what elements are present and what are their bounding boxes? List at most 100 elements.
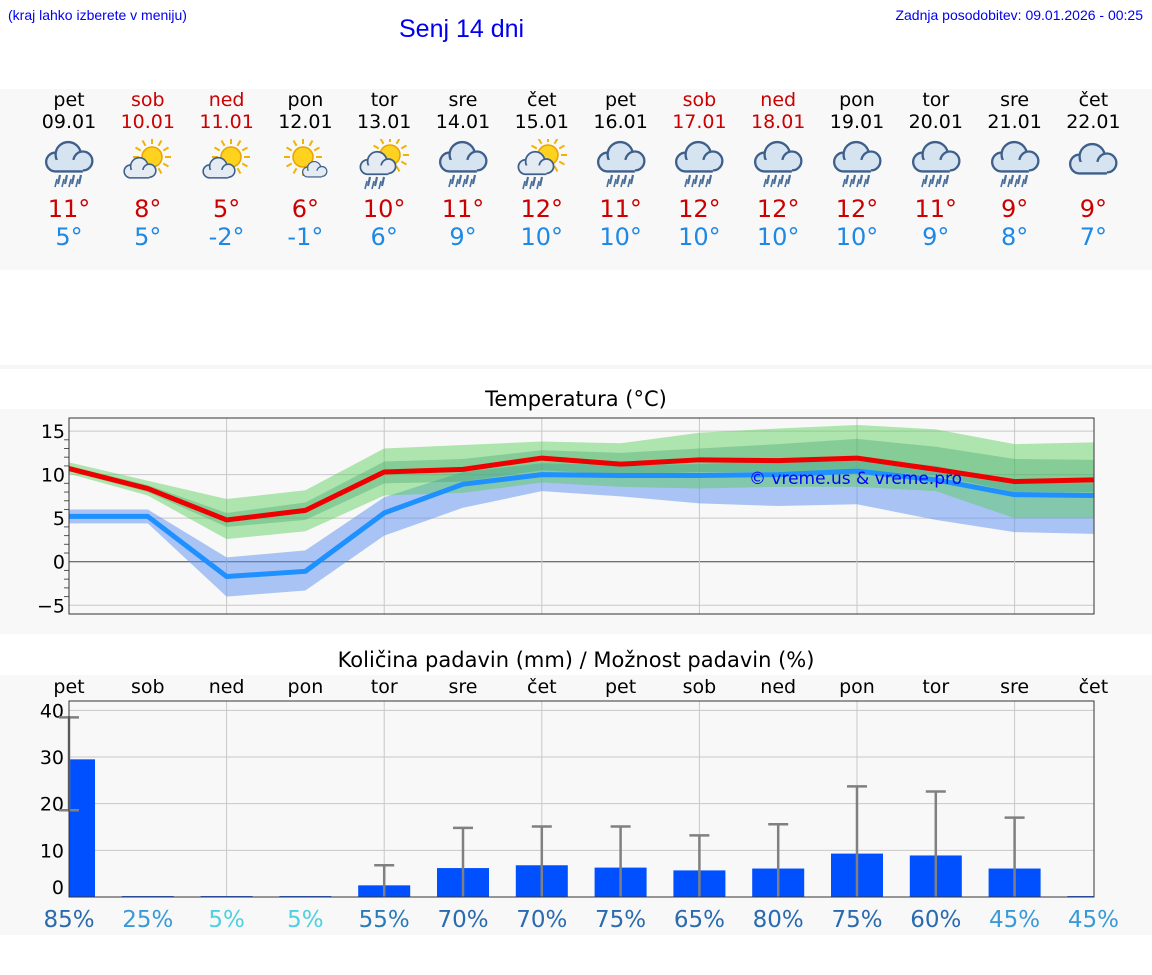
last-updated: Zadnja posodobitev: 09.01.2026 - 00:25	[895, 7, 1143, 23]
x-category-label: sre	[1000, 676, 1029, 698]
precip-probability: 75%	[831, 907, 882, 933]
min-temperature: -2°	[208, 223, 245, 251]
rain-drop	[1002, 174, 1007, 185]
day-name: sre	[448, 89, 478, 111]
min-temperature: 7°	[1079, 223, 1108, 251]
rain-drop	[626, 178, 631, 188]
rain-drop	[536, 180, 540, 190]
day-column: sob 17.01 12° 10°	[659, 89, 739, 251]
rain-drop	[694, 174, 699, 185]
y-tick-label: 10	[40, 840, 64, 862]
rain-drop	[687, 174, 692, 185]
sun-ray	[379, 139, 385, 145]
cloud-rain-icon	[754, 140, 803, 188]
day-date: 17.01	[672, 111, 727, 133]
sun-ray	[558, 144, 565, 150]
precip-probability: 5%	[287, 907, 324, 933]
sun-ray	[162, 146, 169, 152]
day-column: sre 14.01 11° 9°	[423, 89, 503, 251]
cloud-rain-icon	[438, 140, 488, 188]
min-temperature: 10°	[756, 223, 800, 251]
sun-ray	[157, 140, 163, 147]
day-column: sob 10.01 8° 5°	[108, 89, 188, 251]
cloud-rain-icon	[911, 140, 961, 188]
temperature-chart-title: Temperatura (°C)	[485, 387, 667, 411]
cloud-part	[922, 159, 950, 172]
day-name: sre	[1000, 89, 1030, 111]
sun-ray	[213, 146, 220, 152]
cloud-shape	[990, 140, 1040, 173]
min-temperature: 6°	[370, 223, 398, 251]
sun-ray	[236, 167, 241, 174]
max-temperature: 11°	[441, 195, 485, 223]
y-tick-label: 0	[52, 877, 64, 899]
max-temperature: 11°	[47, 195, 91, 223]
sun-ray	[141, 140, 147, 147]
precip-probability: 70%	[437, 907, 488, 933]
sun-ray	[314, 146, 321, 152]
cloud-shape	[517, 150, 555, 176]
rain-drop	[777, 178, 781, 188]
rain-drop	[930, 174, 935, 185]
max-temperature: 12°	[678, 195, 721, 223]
rain-drop	[629, 174, 634, 185]
day-date: 22.01	[1066, 111, 1121, 133]
min-temperature: 10°	[520, 223, 564, 251]
rain-drop	[921, 178, 925, 188]
rain-drop	[944, 174, 949, 185]
rain-drop	[61, 178, 65, 188]
rain-drop	[842, 178, 846, 188]
rain-drop	[937, 174, 942, 185]
day-column: sre 21.01 9° 8°	[975, 89, 1055, 251]
day-name: sob	[682, 89, 717, 111]
sun-disc	[292, 146, 315, 168]
rain-drop	[1006, 178, 1011, 188]
sun-ray	[241, 146, 248, 152]
sun-ray	[395, 165, 401, 172]
rain-drop	[849, 178, 853, 188]
rain-drop	[698, 178, 703, 188]
cloud-part	[1001, 159, 1029, 172]
max-temperature: 6°	[291, 195, 320, 223]
plot-frame	[68, 417, 1095, 615]
precip-probability: 60%	[910, 907, 961, 933]
day-column: pet 16.01 11° 10°	[581, 89, 661, 251]
divider	[0, 365, 1152, 369]
rain-drop	[615, 174, 620, 185]
rain-drop	[605, 178, 610, 188]
max-temperature: 12°	[756, 195, 800, 223]
day-date: 20.01	[908, 111, 963, 133]
y-tick-label: 30	[40, 747, 64, 769]
x-category-label: pon	[839, 676, 875, 698]
day-column: ned 11.01 5° -2°	[187, 89, 267, 251]
cloud-part	[209, 169, 228, 178]
watermark: © vreme.us & vreme.pro	[749, 469, 962, 489]
precip-probability: 55%	[359, 907, 410, 933]
rain-drop	[773, 174, 778, 185]
sun-ray	[537, 139, 543, 145]
min-temperature: 9°	[922, 223, 950, 251]
cloud-part	[1079, 161, 1108, 174]
max-temp-line	[68, 455, 1094, 523]
day-date: 09.01	[41, 111, 97, 133]
rain-drop	[865, 174, 871, 185]
rain-drop	[935, 178, 939, 188]
y-tick-label: 10	[41, 465, 65, 487]
rain-drop	[77, 174, 83, 185]
cloud-shape	[123, 156, 157, 179]
min-temp-line	[69, 468, 1094, 580]
cloud-rain-icon	[990, 140, 1040, 188]
day-column: tor 20.01 11° 9°	[896, 89, 976, 251]
day-name: ned	[760, 89, 797, 111]
cloud-part	[367, 165, 389, 175]
max-temperature: 10°	[362, 195, 406, 223]
sun-ray	[395, 139, 401, 145]
rain-drop	[1016, 174, 1021, 185]
rain-drop	[450, 174, 456, 185]
sun-ray	[530, 144, 538, 150]
rain-drop	[70, 174, 76, 185]
sun-ray	[553, 165, 559, 172]
sun-ray	[553, 139, 559, 145]
rain-drop	[851, 174, 857, 185]
rain-drop	[374, 176, 379, 187]
